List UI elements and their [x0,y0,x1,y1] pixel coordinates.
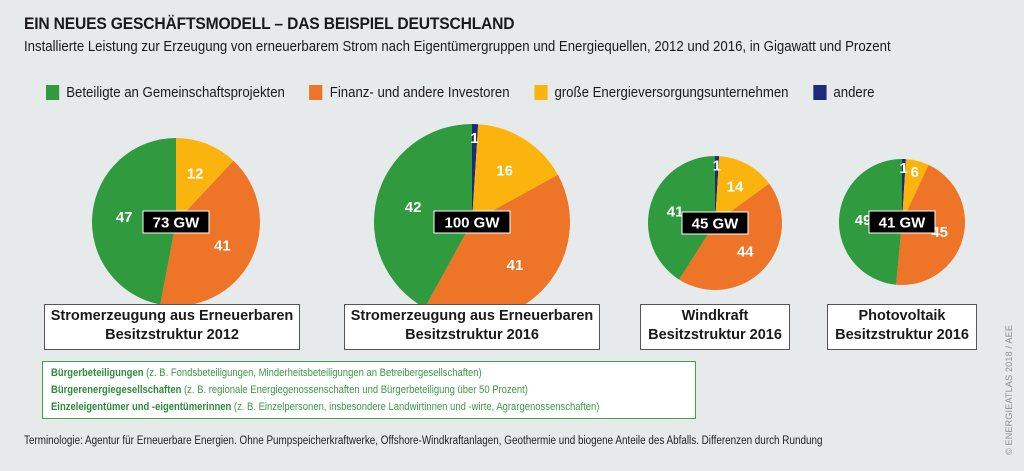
pie-slice [373,124,472,308]
total-badge [142,210,210,234]
pie-slice-label: 1 [713,157,721,174]
caption-pie-wind: Windkraft Besitzstruktur 2016 [640,304,790,350]
legend-label: Finanz- und andere Investoren [329,84,510,101]
pie-slice-label: 41 [507,257,524,274]
total-badge [433,210,511,234]
pie-slice-label: 6 [911,164,919,181]
note-term: Einzeleigentümer und -eigentümerinnen [51,401,232,413]
legend-swatch-orange [309,85,323,100]
pie-slice [715,155,720,223]
footer-note: Terminologie: Agentur für Erneuerbare En… [24,435,823,447]
pie-slice-label: 45 [931,224,948,241]
legend-label: Beteiligte an Gemeinschaftsprojekten [66,84,285,101]
terminology-box: Bürgerbeteiligungen (z. B. Fondsbeteilig… [42,361,696,419]
note-desc: (z. B. regionale Energiegenossenschaften… [181,384,528,396]
pie-slice-label: 14 [727,179,744,196]
note-desc: (z. B. Einzelpersonen, insbesondere Land… [231,401,600,413]
total-label: 41 GW [879,215,927,232]
legend-item-community: Beteiligte an Gemeinschaftsprojekten [46,84,285,101]
pie-chart-1: 12 41 47 73 GW [92,138,260,306]
caption-title: Photovoltaik [858,308,946,324]
caption-pie-2016: Stromerzeugung aus Erneuerbaren Besitzst… [344,304,600,350]
pie-chart-3: 1 14 44 41 45 GW [648,155,782,290]
pie-slice-label: 16 [496,163,513,180]
total-badge [681,211,749,235]
pie-slice [176,138,234,222]
pie-slice [472,124,558,222]
note-term: Bürgerbeteiligungen [51,367,144,379]
legend-item-utilities: große Energieversorgungsunternehmen [534,84,789,101]
note-desc: (z. B. Fondsbeteiligungen, Minderheitsbe… [143,367,482,379]
caption-pie-2012: Stromerzeugung aus Erneuerbaren Besitzst… [44,304,300,350]
caption-subtitle: Besitzstruktur 2012 [105,327,239,343]
note-line: Bürgerbeteiligungen (z. B. Fondsbeteilig… [51,365,598,382]
note-line: Bürgerenergiegesellschaften (z. B. regio… [51,382,598,399]
copyright: © ENERGIEATLAS 2018 / AEE [1004,324,1014,455]
caption-title: Stromerzeugung aus Erneuerbaren [50,308,294,324]
pie-slice-label: 47 [116,209,133,226]
pie-slice [902,159,906,222]
pie-slice [679,183,782,290]
pie-slice [902,159,929,222]
legend-swatch-navy [813,85,827,100]
legend-item-investors: Finanz- und andere Investoren [309,84,510,101]
pie-slice-label: 41 [667,203,684,220]
legend-label: große Energieversorgungsunternehmen [554,84,789,101]
total-label: 73 GW [153,215,201,232]
page-subtitle: Installierte Leistung zur Erzeugung von … [24,38,891,55]
caption-subtitle: Besitzstruktur 2016 [648,327,782,343]
note-line: Einzeleigentümer und -eigentümerinnen (z… [51,399,600,416]
note-term: Bürgerenergiegesellschaften [51,384,182,396]
page-title: EIN NEUES GESCHÄFTSMODELL – DAS BEISPIEL… [24,14,515,33]
pie-slice [472,123,479,222]
caption-title: Stromerzeugung aus Erneuerbaren [350,308,594,324]
legend-swatch-yellow [534,85,548,100]
pie-slice-label: 44 [737,243,754,260]
legend-label: andere [833,84,875,101]
legend: Beteiligte an Gemeinschaftsprojekten Fin… [46,84,899,101]
pie-chart-4: 1 6 45 49 41 GW [838,158,966,286]
pie-slice-label: 49 [855,212,872,229]
pie-slice-label: 12 [187,166,204,183]
pie-slice-label: 1 [900,160,908,177]
pie-slice-label: 1 [470,130,478,147]
pie-slice [160,160,260,306]
pie-slice-label: 42 [405,199,422,216]
pie-slice [424,174,571,321]
legend-item-other: andere [813,84,875,101]
caption-subtitle: Besitzstruktur 2016 [835,327,969,343]
pie-slice [715,156,770,223]
caption-pie-pv: Photovoltaik Besitzstruktur 2016 [827,304,977,350]
total-label: 45 GW [692,216,740,233]
total-label: 100 GW [444,215,500,232]
caption-title: Windkraft [681,308,749,324]
caption-subtitle: Besitzstruktur 2016 [405,327,539,343]
legend-swatch-green [46,85,60,100]
total-badge [868,210,936,234]
pie-slice [92,138,176,305]
pie-chart-2: 1 16 41 42 100 GW [373,123,571,321]
pie-slice-label: 41 [214,238,231,255]
